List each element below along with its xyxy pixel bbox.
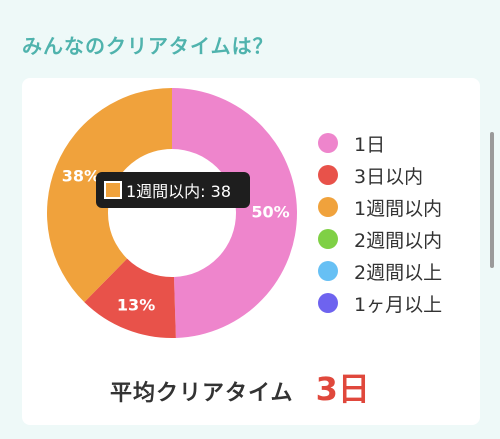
legend-swatch bbox=[318, 261, 338, 281]
legend-item-6[interactable]: 1ヶ月以上 bbox=[318, 288, 442, 318]
donut-slice-2[interactable] bbox=[84, 258, 176, 339]
scrollbar[interactable] bbox=[490, 132, 494, 268]
slice-label-3: 38% bbox=[62, 167, 100, 186]
legend-item-3[interactable]: 1週間以内 bbox=[318, 192, 442, 222]
legend-label: 2週間以上 bbox=[354, 261, 443, 284]
slice-label-1: 50% bbox=[251, 202, 289, 221]
donut-chart[interactable]: 50% 13% 38% bbox=[22, 78, 302, 368]
chart-tooltip: 1週間以内: 38 bbox=[96, 172, 250, 208]
average-value: 3日 bbox=[315, 370, 370, 408]
section-title: みんなのクリアタイムは？ bbox=[22, 34, 274, 58]
chart-legend: 1日 3日以内 1週間以内 2週間以内 2週間以上 1ヶ月以上 bbox=[318, 128, 442, 320]
legend-swatch bbox=[318, 229, 338, 249]
legend-label: 1日 bbox=[354, 133, 386, 156]
legend-label: 2週間以内 bbox=[354, 229, 443, 252]
legend-swatch bbox=[318, 197, 338, 217]
legend-item-1[interactable]: 1日 bbox=[318, 128, 442, 158]
donut-slice-1[interactable] bbox=[172, 88, 298, 338]
legend-swatch bbox=[318, 133, 338, 153]
legend-swatch bbox=[318, 293, 338, 313]
tooltip-swatch bbox=[104, 181, 122, 199]
legend-label: 1週間以内 bbox=[354, 197, 443, 220]
slice-label-2: 13% bbox=[117, 296, 155, 315]
average-label: 平均クリアタイム bbox=[110, 381, 294, 406]
legend-label: 3日以内 bbox=[354, 165, 424, 188]
tooltip-text: 1週間以内: 38 bbox=[126, 182, 232, 201]
legend-swatch bbox=[318, 165, 338, 185]
legend-item-4[interactable]: 2週間以内 bbox=[318, 224, 442, 254]
legend-item-5[interactable]: 2週間以上 bbox=[318, 256, 442, 286]
legend-item-2[interactable]: 3日以内 bbox=[318, 160, 442, 190]
average-clear-time: 平均クリアタイム 3日 bbox=[110, 364, 370, 410]
chart-card: 50% 13% 38% 1日 3日以内 1週間以内 2週間以内 2週間以上 1ヶ月以上 1週間… bbox=[22, 78, 480, 425]
legend-label: 1ヶ月以上 bbox=[354, 293, 443, 316]
